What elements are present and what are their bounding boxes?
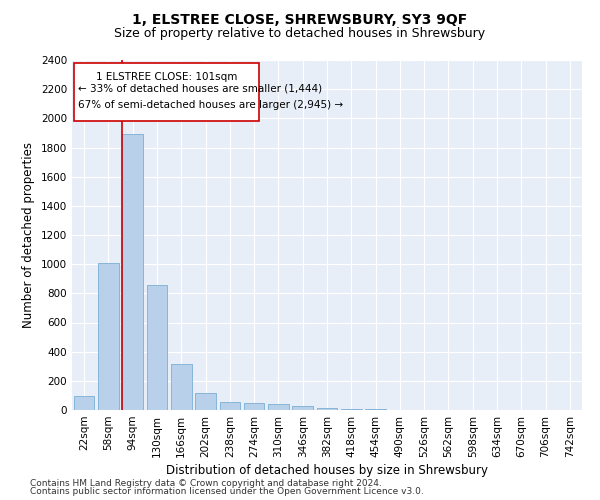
Bar bbox=[268, 404, 289, 410]
Text: Contains public sector information licensed under the Open Government Licence v3: Contains public sector information licen… bbox=[30, 487, 424, 496]
Bar bbox=[220, 402, 240, 410]
Text: 67% of semi-detached houses are larger (2,945) →: 67% of semi-detached houses are larger (… bbox=[78, 100, 343, 110]
Text: 1, ELSTREE CLOSE, SHREWSBURY, SY3 9QF: 1, ELSTREE CLOSE, SHREWSBURY, SY3 9QF bbox=[133, 12, 467, 26]
Bar bbox=[317, 408, 337, 410]
Bar bbox=[146, 286, 167, 410]
Text: Size of property relative to detached houses in Shrewsbury: Size of property relative to detached ho… bbox=[115, 28, 485, 40]
Text: ← 33% of detached houses are smaller (1,444): ← 33% of detached houses are smaller (1,… bbox=[78, 84, 322, 94]
Text: 1 ELSTREE CLOSE: 101sqm: 1 ELSTREE CLOSE: 101sqm bbox=[96, 72, 238, 82]
X-axis label: Distribution of detached houses by size in Shrewsbury: Distribution of detached houses by size … bbox=[166, 464, 488, 477]
Bar bbox=[171, 364, 191, 410]
Bar bbox=[195, 393, 216, 410]
Bar bbox=[98, 262, 119, 410]
Bar bbox=[122, 134, 143, 410]
Bar bbox=[341, 409, 362, 410]
Text: Contains HM Land Registry data © Crown copyright and database right 2024.: Contains HM Land Registry data © Crown c… bbox=[30, 478, 382, 488]
FancyBboxPatch shape bbox=[74, 63, 259, 121]
Y-axis label: Number of detached properties: Number of detached properties bbox=[22, 142, 35, 328]
Bar bbox=[74, 396, 94, 410]
Bar bbox=[244, 402, 265, 410]
Bar bbox=[292, 406, 313, 410]
